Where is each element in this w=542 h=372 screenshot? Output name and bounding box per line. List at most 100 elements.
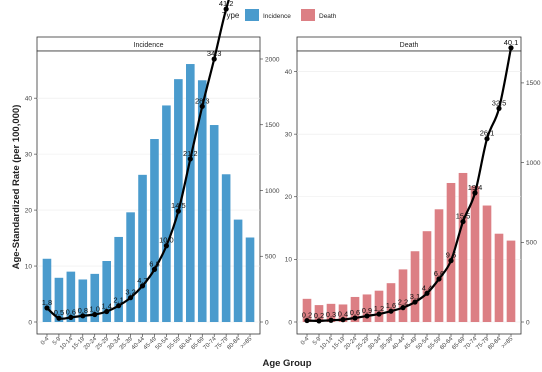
point-label: 3.2 <box>125 288 135 297</box>
point-label: 1.6 <box>386 301 396 310</box>
x-axis-incidence: 0-4 5-910-1415-1920-2425-2930-3435-3940-4… <box>40 334 254 351</box>
x-tick-label: 80-84 <box>226 336 242 352</box>
point-label: 0.2 <box>302 311 312 320</box>
point-label: 1.8 <box>42 298 52 307</box>
bar <box>410 251 420 322</box>
points-incidence: 1.80.5 0.6 0.8 1.0 1.42.13.24.76.8 10.0 14.5 21… <box>42 0 234 321</box>
y-tick-label: 40 <box>25 95 33 102</box>
line-point <box>376 311 382 317</box>
legend-title: Type <box>222 11 240 20</box>
bar <box>186 64 195 323</box>
line-point <box>92 311 98 318</box>
y-right-tick-label: 0 <box>265 319 269 326</box>
y-tick-label: 30 <box>285 131 293 138</box>
bar <box>54 277 64 322</box>
line-point <box>80 313 86 319</box>
line-point <box>104 308 110 315</box>
point-label: 0.6 <box>350 308 360 317</box>
y-axis-right-incidence: 0 500 1000 1500 2000 <box>260 56 280 326</box>
point-label: 0.4 <box>338 310 348 319</box>
line-point <box>412 299 418 305</box>
point-label: 1.4 <box>101 301 111 310</box>
bar <box>326 303 336 322</box>
bar <box>66 271 76 322</box>
point-label: 3.1 <box>410 292 420 301</box>
bar <box>233 219 243 322</box>
line-point <box>187 156 193 162</box>
line-point <box>116 303 122 309</box>
line-point <box>199 103 205 109</box>
point-label: 10.0 <box>159 236 174 245</box>
bar <box>162 105 171 323</box>
y-right-tick-label: 2000 <box>265 56 280 63</box>
line-point <box>496 105 502 112</box>
bar <box>245 237 255 322</box>
y-axis-left-death: 0 10 20 30 40 <box>285 69 297 326</box>
point-label: 0.9 <box>362 306 372 315</box>
legend-label-death: Death <box>319 13 337 20</box>
line-point <box>175 208 181 214</box>
point-label: 28.3 <box>195 96 210 105</box>
x-tick-label: 80-84 <box>487 336 503 352</box>
bar <box>126 212 135 322</box>
y-tick-label: 0 <box>288 319 292 326</box>
y-right-tick-label: 1500 <box>265 122 280 129</box>
line-point <box>316 318 322 324</box>
bar <box>314 305 324 322</box>
points-death: 0.2 0.2 0.3 0.4 0.6 0.9 1.2 1.6 2.23.14.46.69.51… <box>302 38 518 324</box>
line-point <box>424 290 430 296</box>
y-tick-label: 0 <box>28 319 32 326</box>
bar <box>138 174 147 322</box>
x-axis-death: 0-4 5-910-1415-1920-2425-2930-3435-3940-4… <box>300 334 515 351</box>
y-right-tick-label: 0 <box>526 319 530 326</box>
bar <box>458 172 468 322</box>
point-label: 1.0 <box>90 305 100 314</box>
line-point <box>364 313 370 319</box>
line-point <box>127 295 134 301</box>
line-point <box>472 190 478 196</box>
bar <box>197 80 207 323</box>
legend-swatch-death <box>301 9 315 21</box>
legend: Type Incidence Death <box>222 9 337 21</box>
bar <box>302 298 312 322</box>
point-label: 6.8 <box>149 259 159 268</box>
line-point <box>340 317 346 323</box>
bar <box>102 261 111 322</box>
bar <box>482 205 492 322</box>
bar <box>422 231 432 322</box>
line-point <box>460 218 466 225</box>
point-label: 0.6 <box>66 307 76 316</box>
point-label: 19.4 <box>468 183 483 192</box>
point-label: 6.6 <box>434 269 444 278</box>
bar <box>42 258 52 322</box>
line-point <box>400 305 406 311</box>
line-point <box>56 315 62 321</box>
y-tick-label: 20 <box>25 207 33 214</box>
bar <box>386 283 396 322</box>
y-tick-label: 10 <box>25 263 33 270</box>
bar <box>221 174 231 322</box>
y-axis-title: Age-Standardized Rate (per 100,000) <box>11 105 22 270</box>
y-right-tick-label: 500 <box>265 254 276 261</box>
point-label: 32.5 <box>492 98 507 107</box>
line-point <box>223 6 229 12</box>
bars-incidence <box>42 64 255 323</box>
point-label: 34.3 <box>207 49 222 58</box>
line-point <box>211 56 217 62</box>
bar <box>374 290 384 322</box>
point-label: 41.2 <box>219 0 234 8</box>
bar <box>338 304 348 322</box>
point-label: 4.4 <box>422 283 432 292</box>
point-label: 21.2 <box>183 149 198 158</box>
panel-title-death: Death <box>400 42 419 49</box>
point-label: 9.5 <box>446 251 456 260</box>
point-label: 26.1 <box>480 129 495 138</box>
line-point <box>352 315 358 321</box>
bar <box>78 279 88 322</box>
bar <box>350 296 360 322</box>
bar <box>434 209 444 322</box>
x-tick-label: 5-9 <box>312 336 323 347</box>
point-label: 2.1 <box>113 296 123 305</box>
